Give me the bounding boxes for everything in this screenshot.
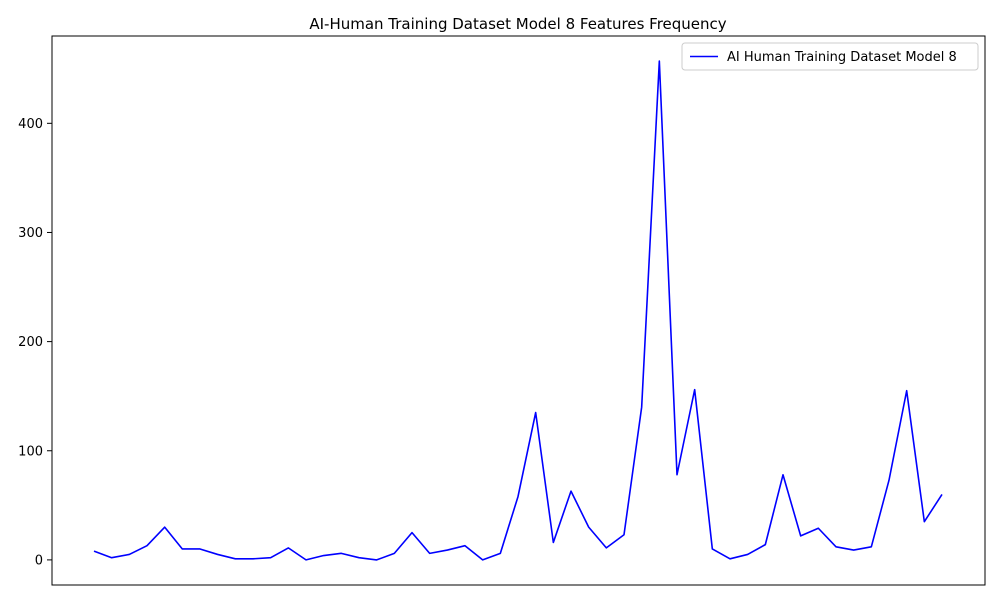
- y-tick-label: 100: [18, 444, 43, 459]
- plot-area: [93, 60, 943, 561]
- legend-box: [681, 42, 979, 71]
- legend: AI Human Training Dataset Model 8: [681, 42, 979, 71]
- y-tick-label: 0: [35, 553, 43, 568]
- y-tick-label: 300: [18, 226, 43, 241]
- chart-title: AI-Human Training Dataset Model 8 Featur…: [309, 15, 726, 33]
- y-axis: 0 100 200 300 400: [18, 117, 52, 568]
- series-line-0: [93, 60, 943, 561]
- y-tick-label: 400: [18, 117, 43, 132]
- y-tick-label: 200: [18, 335, 43, 350]
- legend-label: AI Human Training Dataset Model 8: [727, 50, 957, 65]
- plot-frame: [51, 35, 986, 586]
